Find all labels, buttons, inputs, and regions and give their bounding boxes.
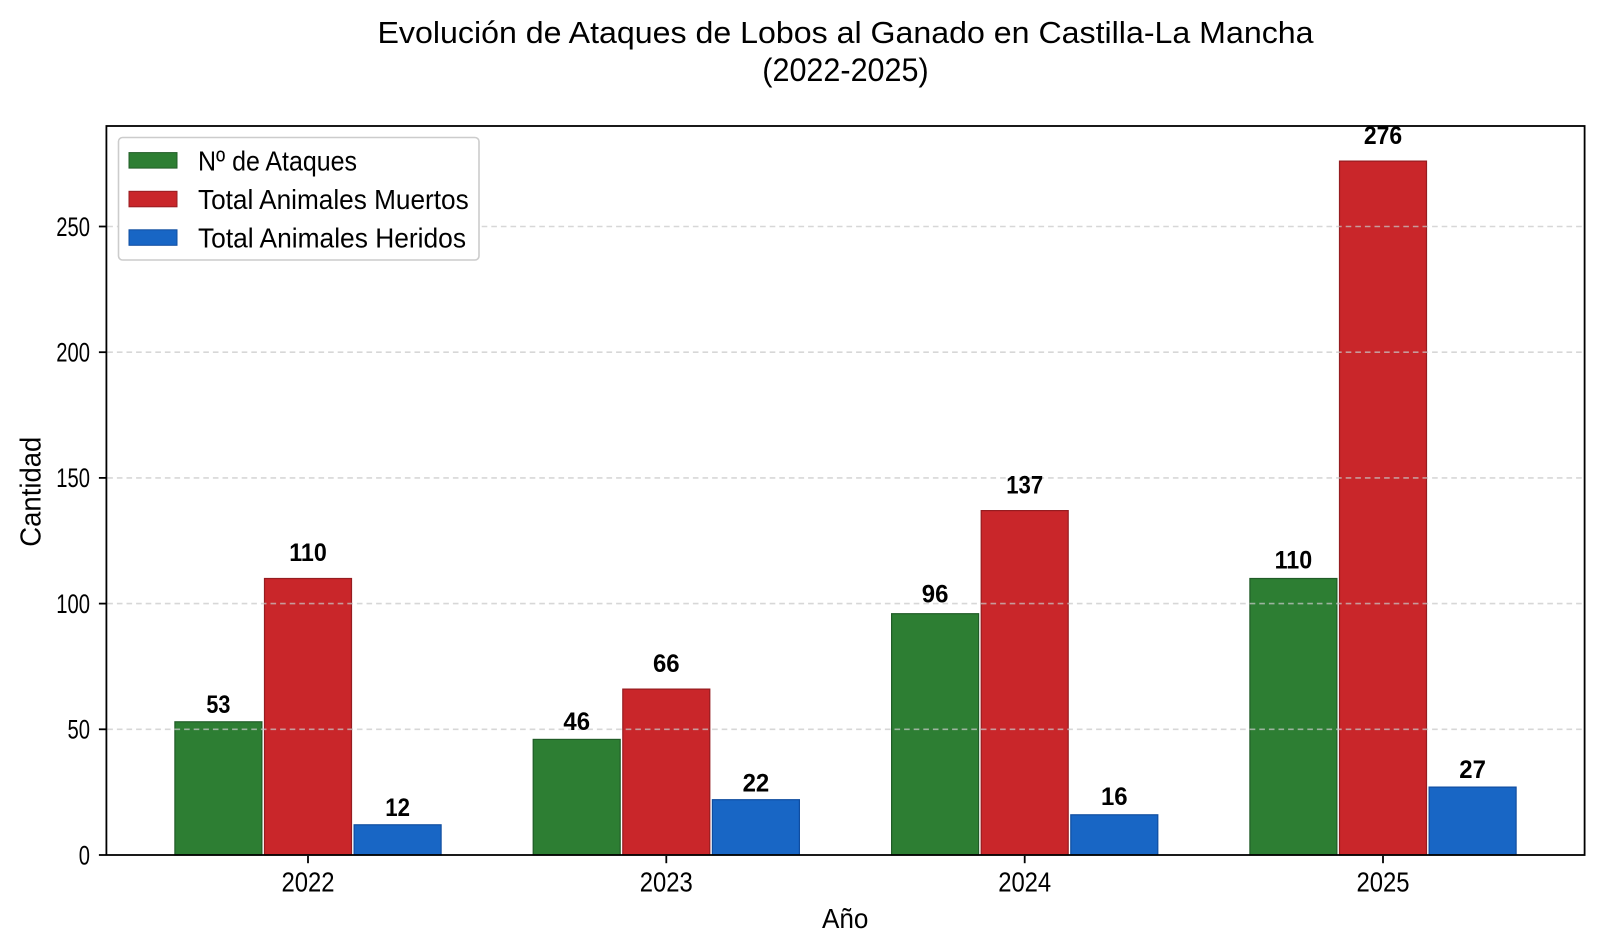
- svg-text:2023: 2023: [640, 867, 693, 898]
- svg-text:Nº de Ataques: Nº de Ataques: [198, 145, 357, 176]
- svg-text:50: 50: [68, 715, 91, 745]
- svg-text:110: 110: [289, 539, 327, 567]
- svg-text:27: 27: [1459, 756, 1486, 784]
- svg-text:276: 276: [1364, 122, 1402, 150]
- svg-text:Evolución de Ataques de Lobos: Evolución de Ataques de Lobos al Ganado …: [378, 15, 1315, 50]
- svg-text:46: 46: [563, 708, 590, 736]
- svg-text:2022: 2022: [282, 867, 335, 898]
- svg-text:12: 12: [385, 794, 410, 822]
- svg-text:2024: 2024: [998, 867, 1051, 898]
- svg-text:250: 250: [56, 212, 90, 242]
- svg-text:0: 0: [79, 840, 90, 870]
- svg-text:110: 110: [1275, 546, 1313, 574]
- svg-text:22: 22: [743, 770, 770, 798]
- svg-text:137: 137: [1006, 472, 1043, 500]
- svg-text:Cantidad: Cantidad: [15, 437, 47, 547]
- svg-text:Total Animales Heridos: Total Animales Heridos: [198, 222, 466, 253]
- svg-text:16: 16: [1101, 783, 1128, 811]
- svg-text:2025: 2025: [1357, 867, 1410, 898]
- svg-text:150: 150: [56, 463, 90, 493]
- svg-text:66: 66: [653, 650, 680, 678]
- svg-text:53: 53: [206, 691, 230, 719]
- svg-text:200: 200: [56, 338, 90, 368]
- svg-text:Año: Año: [822, 903, 868, 934]
- svg-text:96: 96: [922, 581, 949, 609]
- svg-text:100: 100: [56, 589, 90, 619]
- svg-text:(2022-2025): (2022-2025): [762, 52, 928, 88]
- svg-text:Total Animales Muertos: Total Animales Muertos: [198, 184, 469, 215]
